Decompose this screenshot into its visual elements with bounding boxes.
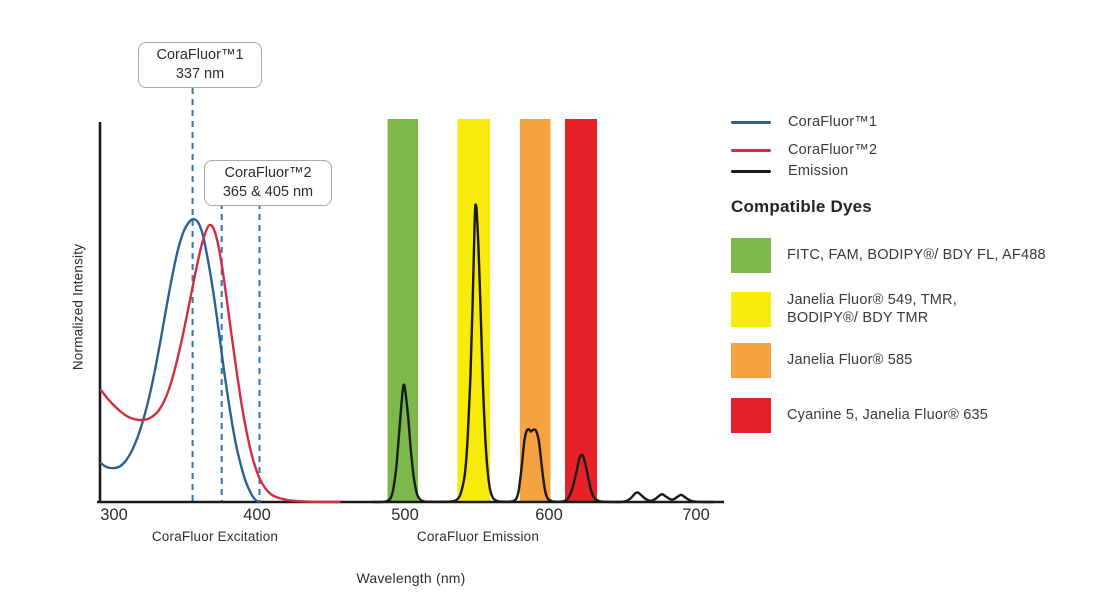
callout-corafluor1-title: CoraFluor™1 bbox=[156, 47, 244, 63]
legend-row-emission: Emission bbox=[731, 161, 1103, 181]
x-tick-600: 600 bbox=[535, 506, 563, 524]
legend-row-corafluor2: CoraFluor™2 bbox=[731, 140, 1103, 160]
compatible-dyes-heading: Compatible Dyes bbox=[731, 197, 872, 216]
excitation-section-label: CoraFluor Excitation bbox=[151, 529, 279, 544]
emission-section-label: CoraFluor Emission bbox=[416, 529, 540, 544]
corafluor2-line-swatch-icon bbox=[731, 148, 771, 152]
yellow-dye-swatch-icon bbox=[731, 292, 771, 328]
emission-line-swatch-icon bbox=[731, 169, 771, 173]
emission-band-green bbox=[387, 119, 419, 503]
callout-corafluor2-title: CoraFluor™2 bbox=[224, 165, 312, 181]
orange-dye-swatch-icon bbox=[731, 343, 771, 379]
dye-row-green: FITC, FAM, BODIPY®/ BDY FL, AF488 bbox=[731, 238, 1103, 273]
dye-label-orange: Janelia Fluor® 585 bbox=[787, 352, 913, 369]
y-axis-label: Normalized Intensity bbox=[70, 243, 86, 371]
callout-corafluor1-value: 337 nm bbox=[175, 66, 225, 83]
x-tick-300: 300 bbox=[100, 506, 128, 524]
series-curve-2 bbox=[371, 203, 715, 504]
dye-label-red: Cyanine 5, Janelia Fluor® 635 bbox=[787, 407, 989, 424]
callout-corafluor2-value: 365 & 405 nm bbox=[222, 184, 314, 201]
emission-band-red bbox=[565, 119, 597, 503]
x-axis-label: Wavelength (nm) bbox=[356, 570, 466, 586]
legend: CoraFluor™1 CoraFluor™2 Emission Compati… bbox=[731, 112, 1103, 434]
corafluor1-line-swatch-icon bbox=[731, 120, 771, 124]
dye-row-red: Cyanine 5, Janelia Fluor® 635 bbox=[731, 398, 1103, 434]
dye-label-yellow: Janelia Fluor® 549, TMR, BODIPY®/ BDY TM… bbox=[787, 292, 957, 326]
legend-label-corafluor1: CoraFluor™1 bbox=[788, 114, 878, 130]
dye-label-green: FITC, FAM, BODIPY®/ BDY FL, AF488 bbox=[787, 246, 1046, 263]
series-curve-1 bbox=[99, 223, 341, 504]
dye-row-orange: Janelia Fluor® 585 bbox=[731, 343, 1103, 379]
series-curve-0 bbox=[99, 218, 261, 504]
callout-corafluor1: CoraFluor™1 337 nm bbox=[138, 42, 262, 89]
red-dye-swatch-icon bbox=[731, 398, 771, 434]
legend-row-corafluor1: CoraFluor™1 bbox=[731, 112, 1103, 132]
x-tick-700: 700 bbox=[682, 506, 710, 524]
green-dye-swatch-icon bbox=[731, 238, 771, 273]
x-tick-500: 500 bbox=[391, 506, 419, 524]
x-tick-400: 400 bbox=[243, 506, 271, 524]
callout-corafluor2: CoraFluor™2 365 & 405 nm bbox=[204, 160, 332, 207]
legend-label-corafluor2: CoraFluor™2 bbox=[788, 142, 878, 158]
dye-row-yellow: Janelia Fluor® 549, TMR, BODIPY®/ BDY TM… bbox=[731, 292, 1103, 328]
legend-label-emission: Emission bbox=[788, 163, 849, 179]
